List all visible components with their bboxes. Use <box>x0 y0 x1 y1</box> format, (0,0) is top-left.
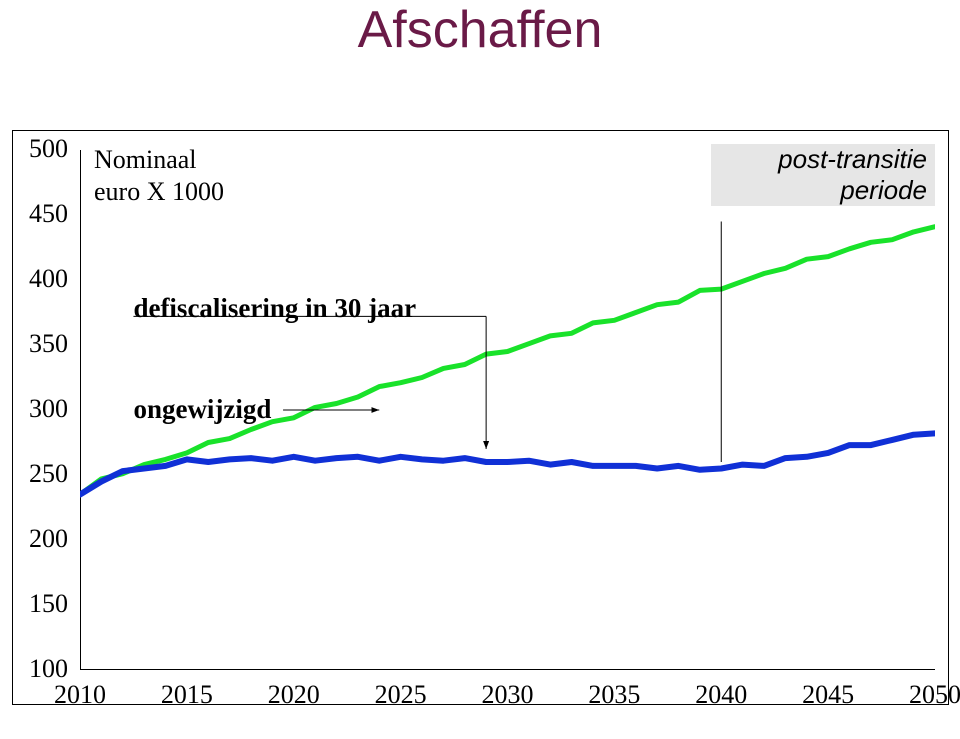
xtick-label: 2040 <box>695 680 747 710</box>
axis-title-line1: Nominaal <box>94 145 197 174</box>
ytick-label: 450 <box>20 199 68 229</box>
xtick-label: 2050 <box>909 680 960 710</box>
xtick-label: 2035 <box>588 680 640 710</box>
ytick-label: 200 <box>20 524 68 554</box>
xtick-label: 2025 <box>375 680 427 710</box>
callout-post-transitie: post-transitie periode <box>711 144 935 206</box>
callout-line2: periode <box>840 175 927 205</box>
xtick-label: 2045 <box>802 680 854 710</box>
xtick-label: 2020 <box>268 680 320 710</box>
ytick-label: 350 <box>20 329 68 359</box>
xtick-label: 2015 <box>161 680 213 710</box>
annotation-ongewijzigd: ongewijzigd <box>133 394 271 425</box>
callout-line1: post-transitie <box>778 144 927 174</box>
xtick-label: 2010 <box>54 680 106 710</box>
ytick-label: 500 <box>20 134 68 164</box>
ytick-label: 300 <box>20 394 68 424</box>
ytick-label: 150 <box>20 589 68 619</box>
axis-title: Nominaal euro X 1000 <box>94 144 224 209</box>
ytick-label: 400 <box>20 264 68 294</box>
annotation-defiscalisering: defiscalisering in 30 jaar <box>133 293 416 324</box>
ytick-label: 250 <box>20 459 68 489</box>
axis-title-line2: euro X 1000 <box>94 177 224 206</box>
xtick-label: 2030 <box>482 680 534 710</box>
page-title: Afschaffen <box>0 0 960 60</box>
